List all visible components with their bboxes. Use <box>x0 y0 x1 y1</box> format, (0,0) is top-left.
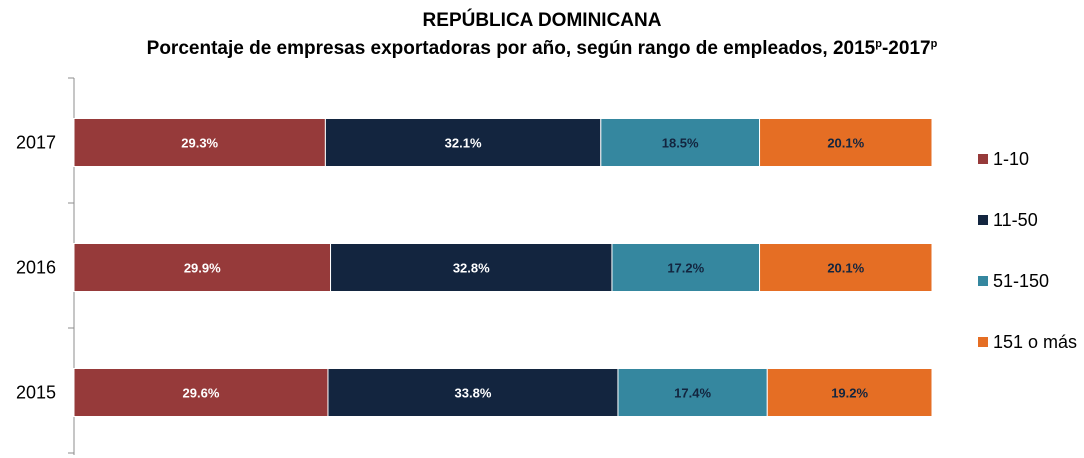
year-label-2017: 2017 <box>16 133 56 153</box>
legend-swatch-3 <box>978 276 988 286</box>
data-label-2017-4: 20.1% <box>827 136 864 151</box>
data-label-2015-3: 17.4% <box>674 386 711 401</box>
legend-label-2: 11-50 <box>993 210 1038 230</box>
data-label-2016-4: 20.1% <box>827 261 864 276</box>
legend-label-4: 151 o más <box>993 332 1077 352</box>
data-label-2016-3: 17.2% <box>667 261 704 276</box>
year-label-2016: 2016 <box>16 258 56 278</box>
data-label-2015-4: 19.2% <box>831 386 868 401</box>
legend-label-1: 1-10 <box>993 149 1029 169</box>
data-label-2016-2: 32.8% <box>453 261 490 276</box>
y-axis <box>68 78 74 455</box>
data-label-2017-1: 29.3% <box>181 136 218 151</box>
data-label-2015-2: 33.8% <box>455 386 492 401</box>
legend: 1-10 11-50 51-150 151 o más <box>978 149 1077 352</box>
data-label-2017-3: 18.5% <box>662 136 699 151</box>
legend-swatch-1 <box>978 154 988 164</box>
data-label-2017-2: 32.1% <box>445 136 482 151</box>
legend-swatch-4 <box>978 337 988 347</box>
legend-label-3: 51-150 <box>993 271 1049 291</box>
data-label-2015-1: 29.6% <box>183 386 220 401</box>
data-label-2016-1: 29.9% <box>184 261 221 276</box>
year-labels: 2017 2016 2015 <box>16 133 56 403</box>
year-label-2015: 2015 <box>16 383 56 403</box>
legend-swatch-2 <box>978 215 988 225</box>
bars-group: 29.3% 32.1% 18.5% 20.1% 29.9% 32.8% 17.2% 20.1%… <box>74 119 932 417</box>
